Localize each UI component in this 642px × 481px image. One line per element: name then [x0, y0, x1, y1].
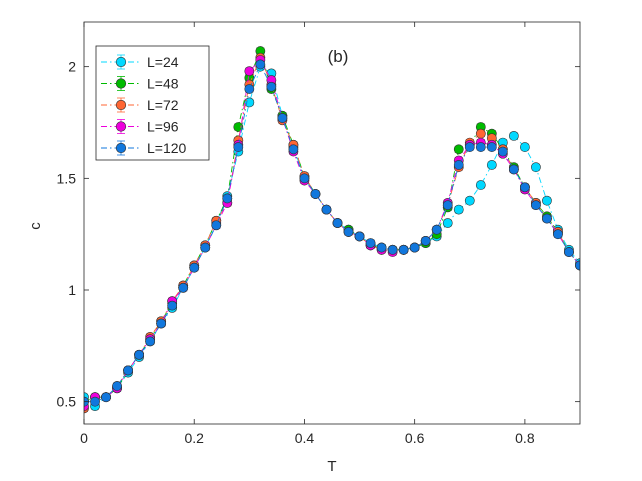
data-point	[354, 231, 365, 242]
legend-marker	[115, 99, 127, 111]
data-point	[244, 97, 255, 108]
data-point	[508, 130, 519, 141]
x-tick-label: 0	[80, 430, 88, 446]
data-point	[464, 195, 475, 206]
data-point	[123, 365, 133, 376]
data-point	[332, 218, 343, 228]
series-line	[84, 56, 580, 409]
plot-frame	[83, 21, 581, 425]
legend-entry: L=96	[101, 119, 179, 135]
data-point	[420, 235, 431, 246]
x-tick-label: 0.6	[405, 430, 425, 446]
data-point	[497, 146, 508, 157]
data-point	[398, 244, 409, 255]
data-point	[288, 144, 299, 155]
data-point	[531, 200, 541, 211]
series-line	[84, 59, 580, 407]
data-point	[431, 224, 442, 235]
data-point	[531, 162, 541, 173]
y-axis-ticks: 0.5 1 1.5 2	[57, 59, 580, 410]
data-point	[542, 213, 552, 224]
data-point	[464, 142, 475, 152]
legend-entry: L=48	[101, 76, 179, 92]
data-point	[442, 218, 453, 228]
legend-marker	[115, 121, 127, 132]
y-tick-label: 2	[68, 59, 76, 75]
data-point	[90, 396, 100, 407]
legend-entry: L=72	[101, 97, 179, 113]
data-point	[211, 220, 222, 231]
series-layer	[84, 46, 580, 414]
data-point	[244, 84, 255, 94]
data-point	[200, 242, 211, 253]
data-point	[475, 142, 486, 152]
y-tick-label: 1.5	[57, 170, 77, 186]
data-point	[519, 182, 530, 193]
data-point	[189, 262, 200, 273]
data-point	[365, 238, 376, 248]
data-point	[376, 242, 387, 253]
data-point	[310, 189, 321, 199]
data-point	[178, 282, 189, 293]
data-point	[145, 336, 156, 347]
data-point	[442, 200, 453, 211]
legend-marker	[115, 142, 127, 154]
data-point	[409, 242, 420, 253]
legend-entry: L=24	[101, 54, 179, 70]
series-line	[84, 63, 580, 403]
data-point	[564, 247, 574, 257]
legend-label: L=48	[147, 76, 179, 92]
legend-label: L=72	[147, 97, 179, 113]
data-point	[222, 193, 233, 204]
data-point	[387, 244, 398, 255]
x-tick-label: 0.8	[515, 430, 535, 446]
y-tick-label: 1	[68, 282, 76, 298]
data-point	[475, 180, 486, 190]
data-point	[233, 122, 244, 132]
data-point	[277, 113, 288, 123]
legend-marker	[115, 78, 127, 89]
legend-label: L=96	[147, 119, 179, 135]
data-point	[233, 142, 244, 152]
data-point	[453, 144, 464, 155]
y-axis-label: c	[27, 222, 44, 230]
data-point	[475, 128, 486, 139]
x-axis-label: T	[327, 458, 336, 475]
x-tick-label: 0.2	[184, 430, 204, 446]
panel-label: (b)	[328, 47, 349, 66]
x-axis-ticks: 0 0.2 0.4 0.6 0.8	[80, 22, 535, 446]
data-point	[321, 204, 332, 215]
data-point	[156, 318, 167, 329]
data-point	[519, 142, 530, 152]
data-point	[299, 173, 310, 184]
data-point	[453, 204, 464, 215]
data-point	[453, 160, 464, 170]
data-point	[101, 392, 111, 403]
data-point	[508, 164, 519, 175]
data-point	[266, 81, 277, 92]
legend-label: L=24	[147, 54, 179, 70]
x-tick-label: 0.4	[295, 430, 315, 446]
data-point	[486, 142, 497, 152]
legend: L=24 L=48 L=72 L=96 L=120	[95, 45, 210, 161]
data-point	[244, 66, 255, 77]
data-point	[255, 59, 266, 70]
series-l-120	[84, 59, 580, 407]
data-point	[575, 260, 580, 271]
data-point	[542, 195, 552, 206]
data-point	[486, 160, 497, 170]
data-point	[343, 227, 354, 237]
data-point	[134, 349, 145, 360]
legend-box	[95, 45, 210, 161]
data-point	[112, 381, 122, 391]
legend-entry: L=120	[101, 140, 187, 156]
legend-marker	[115, 56, 127, 68]
legend-label: L=120	[147, 140, 187, 156]
y-tick-label: 0.5	[57, 394, 77, 410]
data-point	[553, 229, 563, 240]
data-point	[167, 300, 178, 311]
